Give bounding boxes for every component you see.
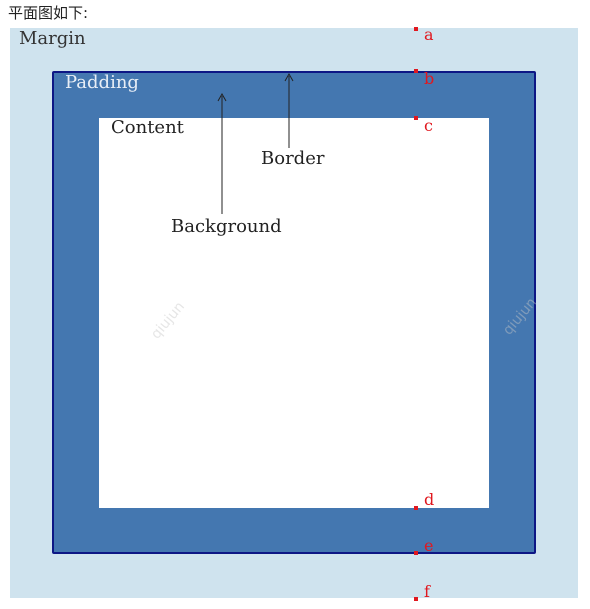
background-label: Background [171,216,282,237]
marker-c-dot [414,116,418,120]
border-arrow-head [284,72,294,82]
marker-a-dot [414,27,418,31]
page-caption: 平面图如下: [8,4,89,22]
marker-a-label: a [424,25,434,44]
margin-label: Margin [19,28,86,49]
marker-b-dot [414,69,418,73]
marker-b-label: b [424,69,435,88]
marker-f-dot [414,597,418,601]
marker-d-dot [414,506,418,510]
background-arrow-head [217,92,227,102]
padding-label: Padding [65,72,139,93]
content-area [99,118,489,508]
marker-d-label: d [424,490,435,509]
marker-c-label: c [424,116,433,135]
marker-e-dot [414,551,418,555]
marker-f-label: f [424,582,430,601]
content-label: Content [111,117,184,138]
border-label: Border [261,148,325,169]
marker-e-label: e [424,536,434,555]
